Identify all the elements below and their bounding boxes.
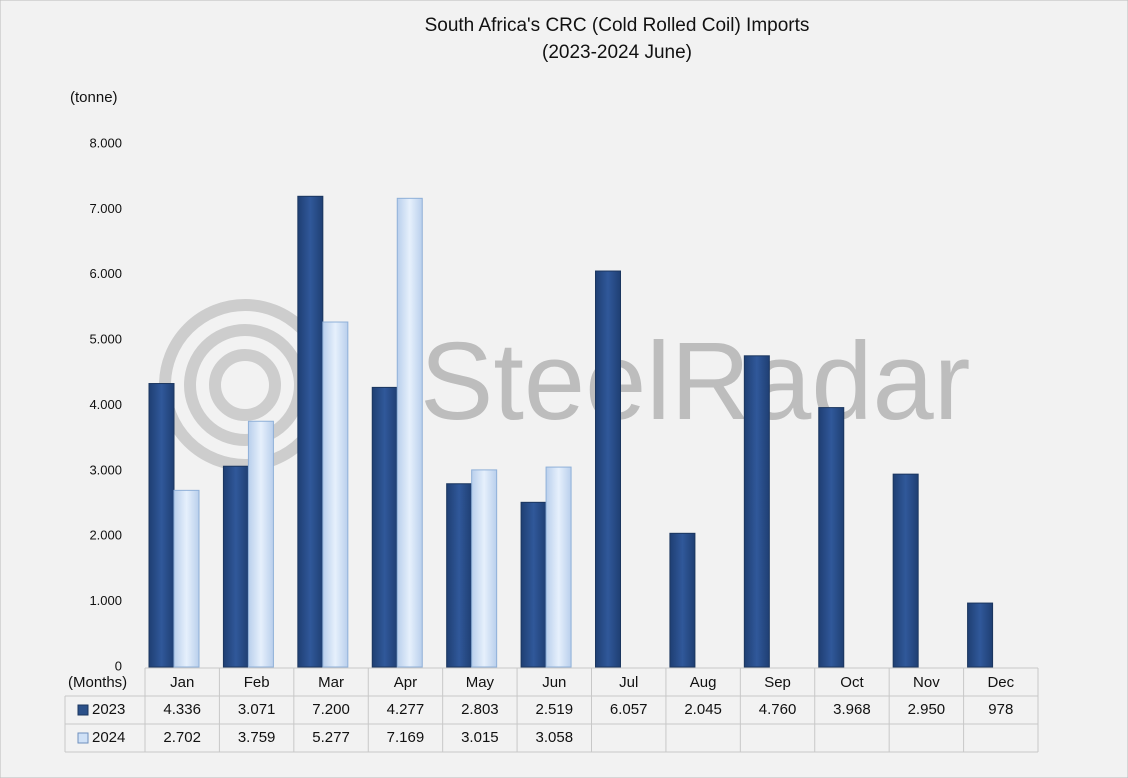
bar <box>222 465 249 668</box>
bar <box>396 197 423 668</box>
x-tick-label: Mar <box>318 674 344 691</box>
legend-label: 2023 <box>92 701 125 718</box>
x-tick-label: Feb <box>244 674 270 691</box>
value-label: 3.759 <box>238 729 276 746</box>
x-axis-label: (Months) <box>68 674 127 691</box>
x-tick-label: Sep <box>764 674 791 691</box>
value-label: 4.760 <box>759 701 797 718</box>
y-tick-label: 8.000 <box>89 135 122 150</box>
x-tick-label: Jun <box>542 674 566 691</box>
y-tick-label: 7.000 <box>89 201 122 216</box>
value-label: 2.950 <box>908 701 946 718</box>
x-tick-label: Jul <box>619 674 638 691</box>
bar <box>545 466 572 668</box>
value-label: 4.336 <box>163 701 201 718</box>
value-label: 6.057 <box>610 701 648 718</box>
x-tick-label: Aug <box>690 674 717 691</box>
bar <box>322 321 349 668</box>
x-tick-label: Oct <box>840 674 864 691</box>
bar <box>967 602 994 668</box>
bar <box>669 532 696 668</box>
bar <box>173 489 200 668</box>
x-tick-label: Apr <box>394 674 417 691</box>
bar <box>371 386 398 668</box>
y-tick-label: 6.000 <box>89 266 122 281</box>
y-axis-label: (tonne) <box>70 89 118 106</box>
bar <box>595 270 621 668</box>
x-tick-label: Jan <box>170 674 194 691</box>
chart-subtitle: (2023-2024 June) <box>542 42 692 63</box>
legend-label: 2024 <box>92 729 125 746</box>
legend-swatch <box>77 704 89 716</box>
value-label: 2.519 <box>536 701 574 718</box>
chart-title: South Africa's CRC (Cold Rolled Coil) Im… <box>425 15 810 36</box>
value-label: 7.200 <box>312 701 350 718</box>
bar <box>446 483 473 668</box>
y-tick-label: 1.000 <box>89 593 122 608</box>
bar <box>743 355 770 668</box>
bar <box>471 469 498 668</box>
x-tick-label: Nov <box>913 674 940 691</box>
bar <box>297 195 324 668</box>
value-label: 4.277 <box>387 701 425 718</box>
value-label: 2.045 <box>684 701 722 718</box>
value-label: 2.803 <box>461 701 499 718</box>
value-label: 2.702 <box>163 729 201 746</box>
y-tick-label: 4.000 <box>89 397 122 412</box>
bar <box>520 501 547 668</box>
value-label: 978 <box>988 701 1013 718</box>
value-label: 3.058 <box>536 729 574 746</box>
value-label: 5.277 <box>312 729 350 746</box>
bar <box>892 473 919 668</box>
value-label: 7.169 <box>387 729 425 746</box>
y-tick-label: 0 <box>115 658 122 673</box>
bar <box>247 420 274 668</box>
y-tick-label: 3.000 <box>89 462 122 477</box>
value-label: 3.071 <box>238 701 276 718</box>
legend-swatch <box>77 732 89 744</box>
bar <box>818 407 845 668</box>
value-label: 3.968 <box>833 701 871 718</box>
value-label: 3.015 <box>461 729 499 746</box>
x-tick-label: Dec <box>987 674 1014 691</box>
watermark: SteelRadar <box>420 320 970 443</box>
y-tick-label: 2.000 <box>89 528 122 543</box>
y-tick-label: 5.000 <box>89 332 122 347</box>
x-tick-label: May <box>466 674 495 691</box>
bar <box>148 383 175 668</box>
